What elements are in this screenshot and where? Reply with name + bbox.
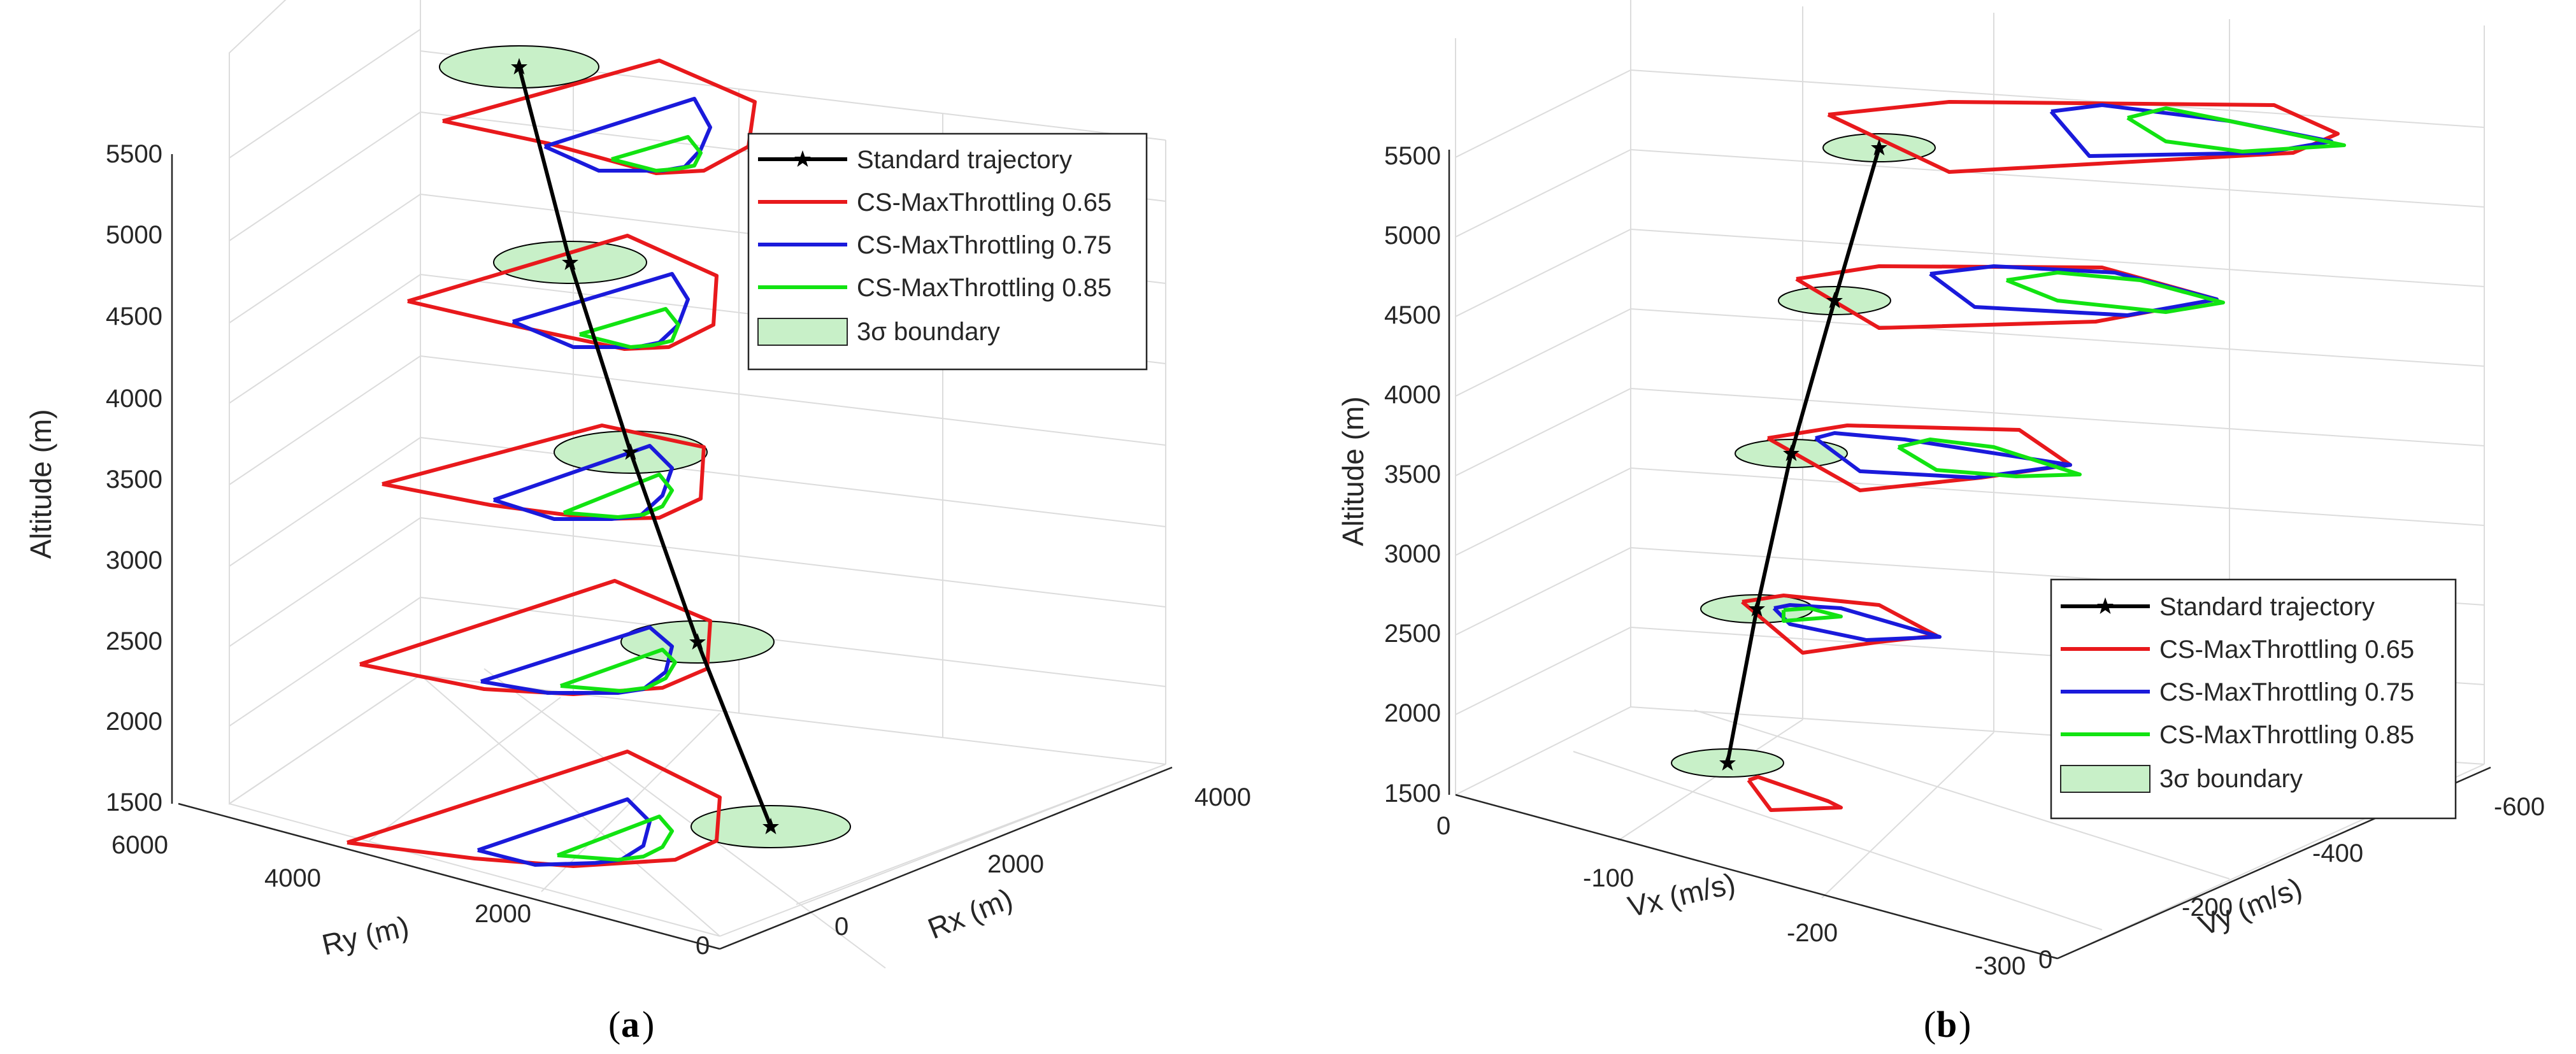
panel-b: 1500 2000 2500 3000 3500 4000 4500 5000 … — [1336, 0, 2545, 980]
cs085-line — [556, 815, 674, 862]
panel-a-rx-label: Rx (m) — [923, 881, 1017, 945]
rx-tick: 2000 — [987, 850, 1044, 878]
panel-b-cs085 — [1782, 106, 2346, 623]
cs075-line — [480, 625, 674, 695]
z-tick: 4500 — [1384, 301, 1441, 329]
cs075-line — [477, 797, 652, 867]
vy-tick: -400 — [2312, 839, 2363, 867]
svg-text:): ) — [642, 1004, 654, 1045]
cs065-line — [442, 59, 757, 175]
rx-tick: 0 — [834, 913, 848, 941]
cs085-line — [1782, 606, 1843, 623]
legend-label: CS-MaxThrottling 0.85 — [2159, 721, 2414, 749]
vy-tick: 0 — [2038, 946, 2052, 974]
z-tick: 3500 — [106, 466, 162, 494]
cs075-line — [1772, 603, 1942, 642]
ry-tick: 0 — [696, 932, 710, 960]
cs065-line — [359, 579, 712, 696]
z-tick: 5500 — [1384, 142, 1441, 170]
ry-tick: 6000 — [111, 831, 168, 859]
panel-a: 1500 2000 2500 3000 3500 4000 4500 5000 … — [24, 0, 1251, 969]
cs065-line — [382, 424, 706, 521]
panel-b-altitude-label: Altitude (m) — [1336, 396, 1370, 546]
vy-tick: -200 — [2182, 894, 2233, 922]
cs065-line — [347, 750, 722, 868]
vx-tick: -300 — [1975, 952, 2026, 980]
svg-text:): ) — [1959, 1004, 1971, 1045]
panel-a-cs085 — [556, 135, 703, 862]
vx-tick: -100 — [1583, 864, 1634, 892]
caption-b-letter: b — [1936, 1004, 1957, 1045]
cs085-line — [579, 307, 680, 349]
panel-b-cs075 — [1772, 103, 2333, 642]
legend-swatch-sigma — [757, 318, 848, 346]
rx-tick: 4000 — [1194, 783, 1251, 811]
panel-b-z-ticks: 1500 2000 2500 3000 3500 4000 4500 5000 … — [1384, 142, 1441, 808]
vx-tick: 0 — [1436, 812, 1450, 840]
panel-a-rx-axis — [719, 766, 1173, 950]
cs065-line — [1827, 100, 2340, 174]
panel-b-vx-label: Vx (m/s) — [1625, 867, 1739, 923]
legend-label: CS-MaxThrottling 0.75 — [2159, 678, 2414, 706]
z-tick: 2500 — [1384, 620, 1441, 648]
cs085-line — [1897, 438, 2082, 478]
ry-tick: 4000 — [264, 864, 321, 892]
legend-label: Standard trajectory — [857, 146, 1072, 174]
legend-label: 3σ boundary — [2159, 765, 2303, 793]
z-tick: 5000 — [106, 221, 162, 249]
panel-b-vy-label: Vy (m/s) — [2194, 871, 2307, 943]
cs085-line — [2005, 271, 2225, 314]
cs075-line — [543, 97, 712, 173]
z-tick: 5000 — [1384, 222, 1441, 250]
cs085-line — [559, 648, 677, 693]
vx-tick: -200 — [1787, 919, 1838, 947]
cs085-line — [562, 473, 674, 519]
z-tick: 1500 — [1384, 780, 1441, 808]
panel-b-grid — [1455, 0, 2485, 959]
panel-a-cs065 — [347, 59, 757, 868]
legend-label: CS-MaxThrottling 0.65 — [2159, 636, 2414, 664]
z-tick: 2000 — [1384, 699, 1441, 727]
panel-b-vx-axis — [1455, 794, 2058, 960]
cs065-line — [1747, 775, 1843, 812]
cs085-line — [611, 135, 703, 173]
legend-label: CS-MaxThrottling 0.85 — [857, 274, 1112, 302]
legend-label: 3σ boundary — [857, 318, 1000, 346]
caption-a-letter: a — [621, 1004, 640, 1045]
legend-label: CS-MaxThrottling 0.65 — [857, 189, 1112, 217]
panel-a-z-ticks: 1500 2000 2500 3000 3500 4000 4500 5000 … — [106, 140, 162, 816]
panel-a-ry-label: Ry (m) — [319, 909, 412, 962]
panel-a-legend: Standard trajectory CS-MaxThrottling 0.6… — [747, 132, 1148, 371]
legend-swatch-sigma — [2060, 765, 2150, 793]
ry-tick: 2000 — [475, 900, 531, 928]
z-tick: 3000 — [106, 546, 162, 574]
svg-text:(: ( — [608, 1004, 620, 1045]
vy-tick: -600 — [2494, 793, 2545, 821]
z-tick: 4000 — [106, 385, 162, 413]
z-tick: 2000 — [106, 708, 162, 736]
cs085-line — [2126, 106, 2346, 153]
legend-label: CS-MaxThrottling 0.75 — [857, 231, 1112, 259]
z-tick: 4000 — [1384, 381, 1441, 409]
cs075-line — [1814, 431, 2072, 480]
panel-a-ry-axis — [178, 802, 720, 950]
z-tick: 2500 — [106, 627, 162, 655]
z-tick: 3500 — [1384, 460, 1441, 488]
cs075-line — [512, 272, 690, 349]
panel-a-altitude-label: Altitude (m) — [24, 409, 57, 559]
legend-label: Standard trajectory — [2159, 593, 2375, 621]
caption-b: ( b ) — [1924, 1004, 1971, 1045]
caption-a: ( a ) — [608, 1004, 654, 1045]
z-tick: 3000 — [1384, 540, 1441, 568]
z-tick: 5500 — [106, 140, 162, 168]
z-tick: 1500 — [106, 788, 162, 816]
z-tick: 4500 — [106, 303, 162, 331]
panel-b-legend: Standard trajectory CS-MaxThrottling 0.6… — [2050, 578, 2457, 820]
svg-text:(: ( — [1924, 1004, 1936, 1045]
